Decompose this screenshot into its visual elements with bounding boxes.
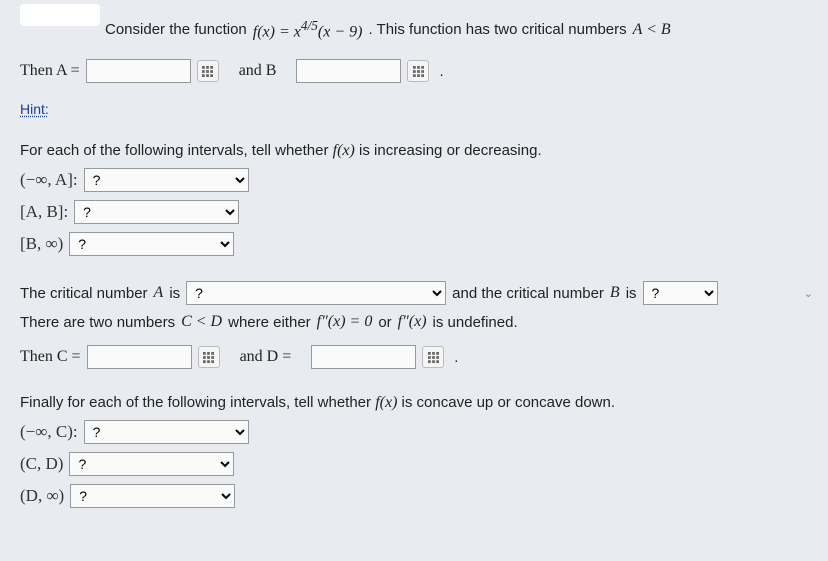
input-a[interactable] bbox=[86, 59, 191, 83]
cd-line: There are two numbers C < D where either… bbox=[20, 313, 808, 331]
concavity-fx: f(x) bbox=[375, 394, 397, 411]
keypad-icon-d[interactable] bbox=[422, 346, 444, 368]
input-c[interactable] bbox=[87, 345, 192, 369]
row-c: Then C = and D = . bbox=[20, 345, 808, 369]
select-concavity-1[interactable]: ? bbox=[84, 420, 249, 444]
concavity-tail: is concave up or concave down. bbox=[397, 394, 615, 411]
scratch-overlay bbox=[20, 4, 100, 26]
cd-mid: where either bbox=[228, 314, 311, 331]
label-c: Then C = bbox=[20, 348, 81, 366]
interval-1-label: (−∞, A]: bbox=[20, 170, 78, 190]
prompt-cond: A < B bbox=[633, 21, 671, 39]
select-crit-a[interactable]: ? bbox=[186, 281, 446, 305]
interval-3-row: [B, ∞) ? bbox=[20, 232, 808, 256]
keypad-icon-a[interactable] bbox=[197, 60, 219, 82]
hint-link[interactable]: Hint: bbox=[20, 101, 49, 117]
grid-icon bbox=[202, 66, 213, 77]
prompt-tail: . This function has two critical numbers bbox=[368, 21, 626, 38]
grid-icon bbox=[428, 352, 439, 363]
cd-pre: There are two numbers bbox=[20, 314, 175, 331]
crit-a-post: is bbox=[169, 285, 180, 302]
prompt-intro: Consider the function bbox=[105, 21, 247, 38]
select-interval-1[interactable]: ? bbox=[84, 168, 249, 192]
label-and-b: and B bbox=[239, 62, 277, 80]
cd-f2: f″(x) bbox=[398, 313, 427, 331]
interval-3-label: [B, ∞) bbox=[20, 234, 63, 254]
chevron-down-icon: ⌄ bbox=[804, 287, 813, 300]
concavity-intro-text: Finally for each of the following interv… bbox=[20, 394, 375, 411]
keypad-icon-b[interactable] bbox=[407, 60, 429, 82]
select-interval-3[interactable]: ? bbox=[69, 232, 234, 256]
question-prompt: Consider the function f(x) = x4/5(x − 9)… bbox=[105, 18, 808, 41]
concavity-1-row: (−∞, C): ? bbox=[20, 420, 808, 444]
period-2: . bbox=[454, 349, 458, 366]
cd-f1: f″(x) = 0 bbox=[317, 313, 373, 331]
keypad-icon-c[interactable] bbox=[198, 346, 220, 368]
cd-or: or bbox=[378, 314, 391, 331]
input-b[interactable] bbox=[296, 59, 401, 83]
crit-b-mid: B bbox=[610, 284, 620, 302]
row-a: Then A = and B . bbox=[20, 59, 808, 83]
input-d[interactable] bbox=[311, 345, 416, 369]
concavity-3-label: (D, ∞) bbox=[20, 486, 64, 506]
grid-icon bbox=[413, 66, 424, 77]
period: . bbox=[439, 63, 443, 80]
select-concavity-3[interactable]: ? bbox=[70, 484, 235, 508]
critical-row: The critical number A is ? and the criti… bbox=[20, 281, 808, 305]
select-concavity-2[interactable]: ? bbox=[69, 452, 234, 476]
crit-a-pre: The critical number bbox=[20, 285, 148, 302]
label-and-d: and D = bbox=[240, 348, 292, 366]
concavity-3-row: (D, ∞) ? bbox=[20, 484, 808, 508]
crit-b-post: is bbox=[626, 285, 637, 302]
cd-tail: is undefined. bbox=[433, 314, 518, 331]
grid-icon bbox=[203, 352, 214, 363]
concavity-1-label: (−∞, C): bbox=[20, 422, 78, 442]
concavity-2-row: (C, D) ? bbox=[20, 452, 808, 476]
select-crit-b[interactable]: ? bbox=[643, 281, 718, 305]
interval-2-label: [A, B]: bbox=[20, 202, 68, 222]
intervals-fx: f(x) bbox=[333, 142, 355, 159]
cd-cond: C < D bbox=[181, 313, 222, 331]
crit-a-mid: A bbox=[154, 284, 164, 302]
interval-1-row: (−∞, A]: ? bbox=[20, 168, 808, 192]
intervals-intro-text: For each of the following intervals, tel… bbox=[20, 142, 333, 159]
interval-2-row: [A, B]: ? bbox=[20, 200, 808, 224]
concavity-2-label: (C, D) bbox=[20, 454, 63, 474]
intervals-tail: is increasing or decreasing. bbox=[355, 142, 542, 159]
label-a: Then A = bbox=[20, 62, 80, 80]
intervals-intro: For each of the following intervals, tel… bbox=[20, 142, 808, 160]
prompt-func: f(x) = x4/5(x − 9) bbox=[253, 18, 363, 41]
concavity-intro: Finally for each of the following interv… bbox=[20, 394, 808, 412]
select-interval-2[interactable]: ? bbox=[74, 200, 239, 224]
crit-b-pre: and the critical number bbox=[452, 285, 604, 302]
